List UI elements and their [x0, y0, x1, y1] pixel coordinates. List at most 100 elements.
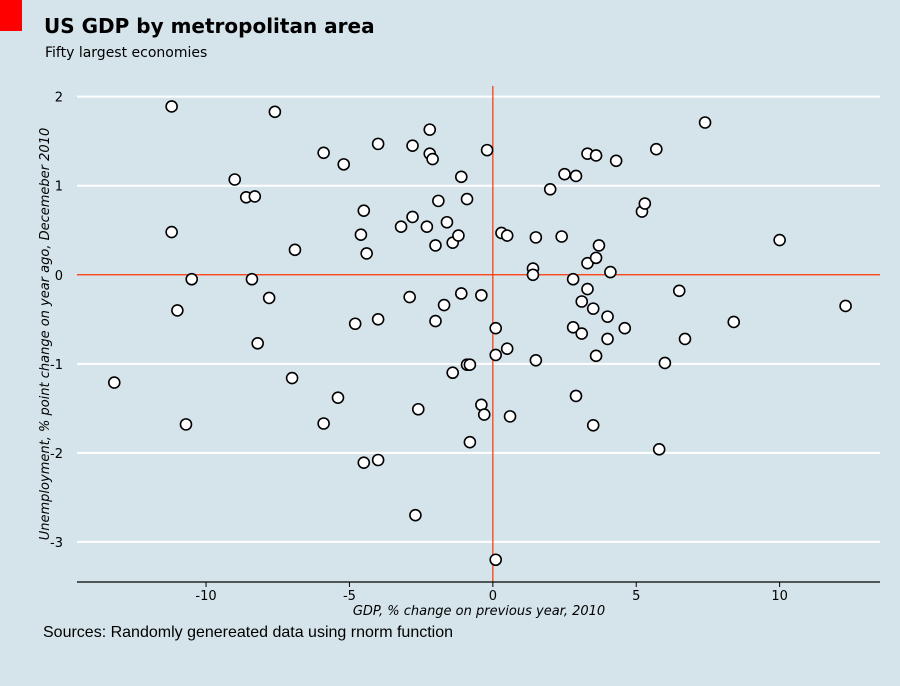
data-point [285, 371, 299, 385]
data-point [288, 243, 302, 257]
data-point [432, 194, 445, 208]
data-point [171, 304, 184, 317]
y-tick-label: -3 [50, 536, 63, 551]
data-point [529, 353, 543, 367]
data-point [348, 317, 362, 331]
data-point [575, 295, 589, 308]
x-tick-label: 5 [632, 589, 640, 604]
data-point [426, 152, 439, 166]
data-point [575, 327, 589, 340]
data-point [423, 123, 437, 136]
data-point [406, 139, 419, 152]
data-point [403, 290, 416, 304]
data-point [586, 418, 600, 432]
data-point [248, 190, 262, 203]
data-point [437, 298, 451, 312]
brand-tag [0, 0, 22, 31]
data-point [678, 332, 692, 346]
data-point [228, 173, 242, 186]
data-point [429, 239, 442, 252]
data-point [460, 192, 474, 206]
data-point [268, 105, 282, 119]
data-point [371, 137, 385, 151]
data-point [589, 251, 603, 265]
data-point [420, 220, 434, 233]
data-point [489, 553, 503, 567]
data-point [262, 291, 276, 305]
data-point [773, 233, 786, 247]
data-point [480, 143, 494, 157]
data-point [477, 408, 491, 421]
data-point [489, 321, 503, 335]
data-point [409, 508, 422, 522]
data-point [529, 231, 543, 244]
data-point [569, 169, 583, 183]
data-point [454, 170, 468, 184]
data-point [586, 302, 600, 315]
y-tick-label: -1 [50, 358, 63, 373]
data-point [331, 391, 345, 404]
data-point [394, 220, 408, 233]
x-tick-label: 0 [489, 589, 497, 604]
data-point [589, 149, 603, 162]
x-tick-label: -10 [195, 589, 216, 604]
y-tick-label: -2 [50, 447, 63, 462]
data-points [107, 100, 852, 567]
data-point [357, 204, 371, 217]
data-point [185, 272, 199, 286]
data-point [251, 337, 264, 350]
data-point [618, 321, 632, 335]
data-point [406, 210, 419, 224]
data-point [604, 265, 617, 279]
data-point [475, 288, 488, 302]
y-tick-label: 0 [55, 269, 63, 284]
chart-title: US GDP by metropolitan area [44, 14, 375, 38]
y-tick-label: 1 [55, 180, 63, 195]
data-point [107, 376, 121, 389]
data-point [411, 402, 425, 416]
data-point [566, 321, 580, 334]
data-point [727, 315, 741, 329]
data-point [454, 287, 468, 300]
data-point [452, 229, 465, 242]
data-point [446, 366, 459, 380]
data-point [360, 247, 373, 260]
gridlines [77, 95, 880, 543]
data-point [317, 417, 330, 430]
data-point [698, 116, 712, 129]
data-point [165, 225, 178, 239]
reference-lines [77, 86, 880, 582]
data-point [650, 142, 663, 156]
x-tick-label: -5 [343, 589, 356, 604]
chart-subtitle: Fifty largest economies [45, 45, 208, 61]
data-point [500, 342, 514, 355]
data-point [592, 239, 606, 252]
data-point [371, 313, 385, 326]
data-point [672, 284, 686, 298]
data-point [601, 332, 614, 346]
data-point [569, 389, 583, 403]
data-point [658, 356, 672, 370]
data-point [500, 229, 514, 242]
data-point [463, 435, 477, 449]
data-point [555, 230, 568, 243]
data-point [638, 197, 652, 210]
y-tick-label: 2 [55, 91, 63, 106]
x-tick-label: 10 [771, 589, 788, 604]
data-point [245, 272, 259, 286]
data-point [317, 146, 330, 160]
data-point [165, 100, 178, 113]
data-point [652, 443, 666, 456]
data-point [429, 314, 442, 328]
data-point [589, 349, 603, 363]
data-point [601, 310, 614, 323]
data-point [371, 453, 385, 467]
data-point [558, 167, 571, 181]
data-point [489, 348, 503, 362]
source-note: Sources: Randomly genereated data using … [43, 624, 454, 641]
x-axis-title: GDP, % change on previous year, 2010 [353, 604, 605, 619]
y-axis-title: Unemployment, % point change on year ago… [38, 128, 53, 540]
data-point [526, 268, 540, 282]
